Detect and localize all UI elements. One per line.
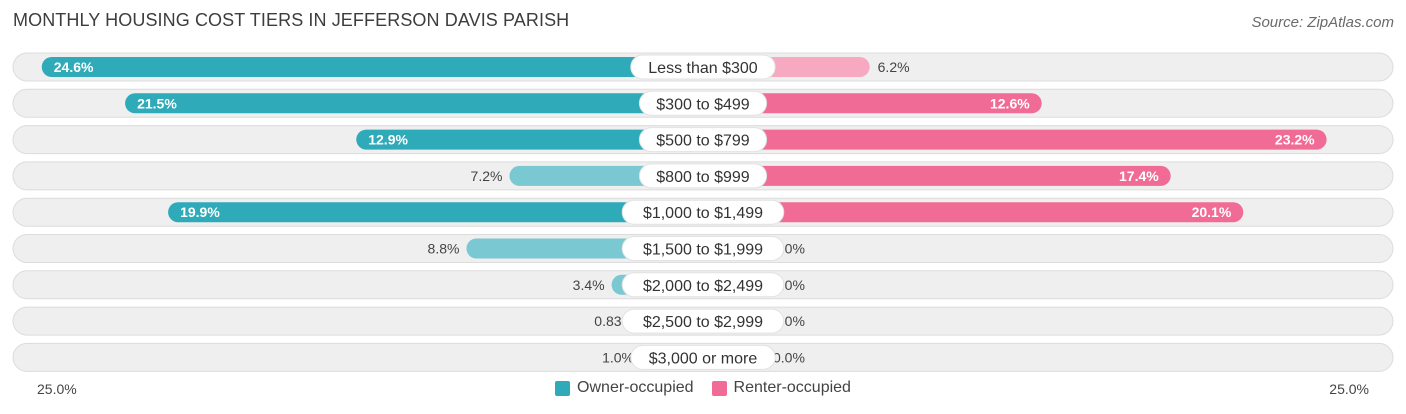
legend-label-renter: Renter-occupied <box>733 379 851 396</box>
category-label: Less than $300 <box>648 60 758 77</box>
chart-row: 21.5% 12.6% $300 to $499 <box>12 88 1394 118</box>
chart-title: MONTHLY HOUSING COST TIERS IN JEFFERSON … <box>13 10 570 30</box>
chart-row: 12.9% 23.2% $500 to $799 <box>12 125 1394 155</box>
owner-value-label: 12.9% <box>368 132 408 148</box>
chart-row: 3.4% 0.0%$2,000 to $2,499 <box>12 270 1394 300</box>
legend-item-owner: Owner-occupied <box>555 379 694 397</box>
owner-bar <box>168 202 703 223</box>
category-label: $2,000 to $2,499 <box>643 278 763 295</box>
renter-value-label: 6.2% <box>878 59 910 75</box>
category-label-pill <box>621 236 785 261</box>
category-label: $500 to $799 <box>656 133 750 150</box>
owner-value-label: 8.8% <box>428 241 460 257</box>
category-label-pill <box>621 199 785 225</box>
category-label-pill <box>630 344 776 370</box>
axis-right-label: 25.0% <box>1329 381 1369 397</box>
chart-row: 19.9% 20.1% $1,000 to $1,499 <box>12 197 1394 227</box>
renter-value-label: 0.0% <box>773 349 805 365</box>
category-label-pill <box>638 90 768 116</box>
owner-value-label: 7.2% <box>471 168 503 184</box>
category-label: $1,000 to $1,499 <box>643 205 763 222</box>
chart-row: 7.2% 17.4% $800 to $999 <box>12 161 1394 191</box>
axis-left-label: 25.0% <box>37 381 77 397</box>
legend-item-renter: Renter-occupied <box>711 379 851 397</box>
owner-bar <box>125 93 703 114</box>
renter-value-label: 12.6% <box>990 95 1030 111</box>
renter-bar <box>703 93 1042 114</box>
renter-bar <box>703 129 1327 150</box>
category-label: $2,500 to $2,999 <box>643 314 763 331</box>
chart-row: 1.0% 0.0% $3,000 or more <box>12 342 1394 372</box>
owner-bar <box>356 129 703 150</box>
category-label-pill <box>621 272 785 298</box>
renter-value-label: 20.1% <box>1192 204 1232 220</box>
renter-bar <box>703 165 1171 186</box>
owner-value-label: 19.9% <box>180 204 220 220</box>
category-label: $1,500 to $1,999 <box>643 242 763 259</box>
owner-bar <box>41 57 703 77</box>
owner-value-label: 21.5% <box>137 95 177 111</box>
source-credit: Source: ZipAtlas.com <box>1251 14 1394 31</box>
category-label: $3,000 or more <box>649 350 758 367</box>
owner-value-label: 3.4% <box>573 277 605 293</box>
renter-value-label: 23.2% <box>1275 132 1315 148</box>
category-label: $300 to $499 <box>656 96 750 113</box>
legend: Owner-occupied Renter-occupied <box>0 379 1406 397</box>
category-label-pill <box>621 308 785 334</box>
legend-swatch-owner <box>555 380 571 396</box>
chart-row: 24.6% 6.2% Less than $300 <box>12 52 1394 82</box>
renter-bar <box>703 202 1244 223</box>
category-label: $800 to $999 <box>656 169 750 186</box>
owner-value-label: 24.6% <box>54 59 94 75</box>
chart-row: 0.83% 0.0%$2,500 to $2,999 <box>12 306 1394 336</box>
renter-value-label: 17.4% <box>1119 168 1159 184</box>
legend-swatch-renter <box>711 380 727 396</box>
category-label-pill <box>638 163 768 189</box>
category-label-pill <box>638 127 768 153</box>
chart-row: 8.8% 2.0%$1,500 to $1,999 <box>12 234 1394 263</box>
owner-value-label: 1.0% <box>602 349 634 365</box>
legend-label-owner: Owner-occupied <box>577 379 694 396</box>
category-label-pill <box>630 54 776 80</box>
